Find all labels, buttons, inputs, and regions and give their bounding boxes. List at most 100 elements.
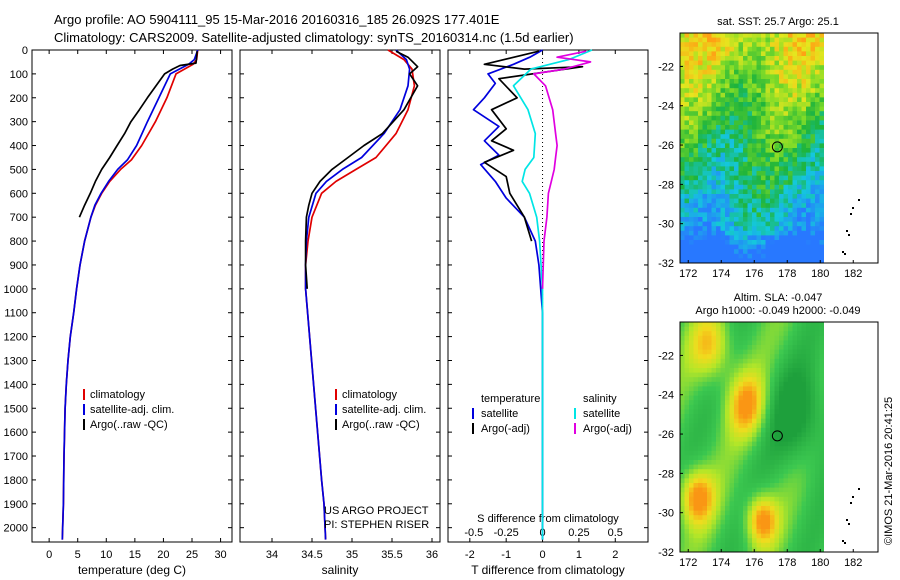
series-line-t-satellite (472, 49, 544, 540)
depth-tick-label: 0 (22, 45, 28, 57)
salinity-xtick-label: 34.5 (301, 549, 322, 561)
series-line-argo-raw-qc- (304, 50, 419, 289)
legend-title-temperature: temperature (481, 393, 540, 405)
temperature-xtick-label: 15 (129, 549, 141, 561)
island-marker (852, 496, 854, 498)
temperature-xtick-label: 25 (186, 549, 198, 561)
sst-map-title: sat. SST: 25.7 Argo: 25.1 (717, 16, 839, 28)
depth-tick-label: 1900 (4, 499, 28, 511)
temperature-xtick-label: 10 (100, 549, 112, 561)
sla-map-frame (679, 321, 879, 553)
difference-xtick-label: 2 (612, 549, 618, 561)
island-marker (850, 502, 852, 504)
series-line-satellite-adj-clim- (61, 49, 199, 540)
legend-label: Argo(-adj) (583, 423, 632, 435)
depth-tick-label: 800 (10, 236, 28, 248)
island-marker (852, 207, 854, 209)
series-line-satellite-adj-clim- (304, 49, 411, 540)
series-line-t-argo-adj- (483, 50, 584, 242)
salinity-xtick-label: 35.5 (381, 549, 402, 561)
depth-tick-label: 1000 (4, 284, 28, 296)
difference-xtick-label: 0 (539, 549, 545, 561)
depth-tick-label: 300 (10, 117, 28, 129)
depth-tick-label: 1500 (4, 403, 28, 415)
sst-map-ytick-label: -32 (658, 258, 674, 270)
sla-map-xtick-label: 178 (778, 557, 796, 569)
s-axis-tick-label: -0.5 (464, 527, 483, 539)
island-marker (844, 253, 846, 255)
sst-map-ytick-label: -30 (658, 219, 674, 231)
salinity-xtick-label: 35 (346, 549, 358, 561)
s-axis-tick-label: 0.5 (608, 527, 623, 539)
sla-map-ytick-label: -22 (658, 350, 674, 362)
sst-map-ytick-label: -24 (658, 101, 674, 113)
legend-label: climatology (342, 389, 398, 401)
sla-map-ytick-label: -24 (658, 390, 674, 402)
project-annotation: PI: STEPHEN RISER (324, 519, 429, 531)
legend-label: climatology (90, 389, 146, 401)
credit-text: ©IMOS 21-Mar-2016 20:41:25 (883, 396, 895, 545)
legend-label: satellite (583, 408, 620, 420)
depth-tick-label: 200 (10, 93, 28, 105)
depth-tick-label: 2000 (4, 523, 28, 535)
island-marker (858, 199, 860, 201)
difference-frame (447, 49, 649, 543)
sst-map-cells (680, 33, 824, 263)
salinity-frame (239, 49, 441, 543)
difference-xtick-label: 1 (576, 549, 582, 561)
sla-map-title: Argo h1000: -0.049 h2000: -0.049 (695, 305, 860, 317)
s-axis-tick-label: 0.25 (568, 527, 589, 539)
series-line-s-satellite (512, 49, 593, 540)
sst-map-xtick-label: 176 (745, 268, 763, 280)
depth-tick-label: 1700 (4, 451, 28, 463)
depth-tick-label: 600 (10, 188, 28, 200)
depth-tick-label: 1800 (4, 475, 28, 487)
island-marker (848, 523, 850, 525)
depth-tick-label: 1400 (4, 379, 28, 391)
legend-label: Argo(-adj) (481, 423, 530, 435)
panel-difference: -2 -1 0 1 2-0.5 -0.25 0 0.25 0.5S difference fro… (447, 49, 649, 577)
sla-map-ytick-label: -32 (658, 547, 674, 559)
sla-map-ytick-label: -28 (658, 468, 674, 480)
sla-map-xtick-label: 176 (745, 557, 763, 569)
sst-map-frame (679, 32, 879, 264)
sla-map-xtick-label: 172 (679, 557, 697, 569)
island-marker (846, 519, 848, 521)
legend-label: satellite (481, 408, 518, 420)
depth-tick-label: 500 (10, 164, 28, 176)
panel-temperature: 0100200300400500600700800900100011001200… (4, 45, 233, 577)
legend-label: satellite-adj. clim. (90, 404, 174, 416)
sst-map-xtick-label: 174 (712, 268, 730, 280)
temperature-xtick-label: 5 (75, 549, 81, 561)
legend-label: Argo(..raw -QC) (342, 419, 420, 431)
s-axis-tick-label: -0.25 (494, 527, 519, 539)
temperature-xtick-label: 0 (46, 549, 52, 561)
x-axis-label: temperature (deg C) (78, 563, 186, 577)
panel-sst-map: 172 174 176 178 180 182 -22 -24 -26 -28 -30 -32 sat.… (658, 16, 879, 280)
legend-title-salinity: salinity (583, 393, 617, 405)
depth-tick-label: 1300 (4, 355, 28, 367)
panel-sla-map: 172 174 176 178 180 182 -22 -24 -26 -28 -30 -32 Alti… (658, 292, 879, 569)
series-line-s-argo-adj- (532, 50, 592, 289)
sla-map-xtick-label: 182 (844, 557, 862, 569)
sst-map-xtick-label: 178 (778, 268, 796, 280)
panel-salinity: 34 34.5 35 35.5 36 salinity climatology satelli… (239, 49, 441, 577)
argo-position-marker (771, 430, 783, 442)
difference-xtick-label: -2 (465, 549, 475, 561)
depth-tick-label: 900 (10, 260, 28, 272)
temperature-xtick-label: 20 (157, 549, 169, 561)
island-marker (844, 542, 846, 544)
depth-tick-label: 700 (10, 212, 28, 224)
salinity-xtick-label: 34 (266, 549, 278, 561)
sst-map-xtick-label: 182 (844, 268, 862, 280)
temperature-frame (31, 49, 233, 543)
sla-map-ytick-label: -30 (658, 508, 674, 520)
difference-xtick-label: -1 (501, 549, 511, 561)
depth-tick-label: 1200 (4, 332, 28, 344)
figure-title-line2: Climatology: CARS2009. Satellite-adjuste… (54, 30, 574, 45)
island-marker (848, 234, 850, 236)
island-marker (850, 213, 852, 215)
project-annotation: US ARGO PROJECT (324, 505, 429, 517)
sst-map-xtick-label: 172 (679, 268, 697, 280)
